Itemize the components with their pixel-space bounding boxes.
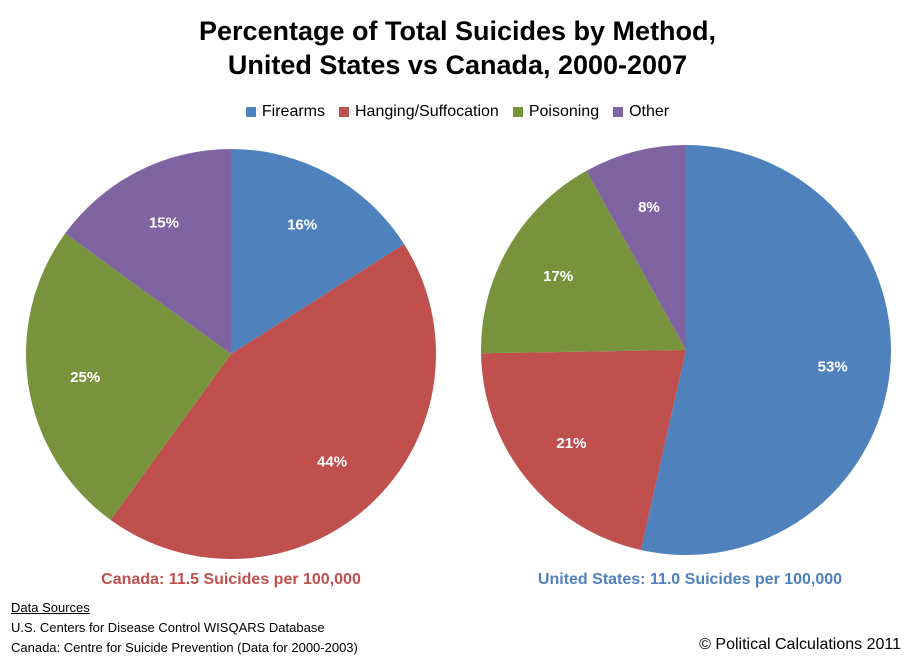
chart-title: Percentage of Total Suicides by Method, … [0,14,915,82]
united-states-label-hanging: 21% [556,435,586,452]
legend-swatch [339,107,349,117]
canada-label-poisoning: 25% [70,369,100,386]
canada-slice-other [65,149,231,354]
united-states-slice-firearms [640,145,891,555]
legend-item-firearms: Firearms [245,103,325,121]
source-line: U.S. Centers for Disease Control WISQARS… [11,620,325,635]
legend-item-poisoning: Poisoning [512,103,600,121]
canada-slice-hanging [110,244,437,560]
legend-swatch [245,107,256,117]
legend: Firearms Hanging/Suffocation Poisoning O… [0,103,915,121]
canada-slice-firearms [231,149,405,354]
united-states-label-firearms: 53% [818,358,848,375]
united-states-slice-hanging [481,350,686,550]
canada-label-other: 15% [149,214,179,231]
legend-swatch [613,107,624,117]
united-states-slice-other [586,145,686,350]
canada-slice-poisoning [25,233,231,520]
sources-heading: Data Sources [11,600,90,615]
legend-label: Hanging/Suffocation [355,103,499,120]
legend-item-other: Other [613,103,669,121]
title-line-1: Percentage of Total Suicides by Method, [198,16,717,46]
united-states-label-other: 8% [638,199,660,216]
source-line: Canada: Centre for Suicide Prevention (D… [11,640,358,655]
legend-item-hanging: Hanging/Suffocation [339,103,499,121]
canada-label-firearms: 16% [287,217,317,234]
legend-label: Other [629,103,670,120]
copyright: © Political Calculations 2011 [699,636,901,653]
title-line-2: United States vs Canada, 2000-2007 [227,50,688,80]
legend-swatch [512,107,523,117]
us-caption: United States: 11.0 Suicides per 100,000 [537,571,843,588]
legend-label: Poisoning [528,103,600,120]
canada-caption: Canada: 11.5 Suicides per 100,000 [101,571,361,588]
legend-label: Firearms [261,103,325,120]
canada-label-hanging: 44% [317,454,347,471]
united-states-slice-poisoning [481,170,686,354]
united-states-label-poisoning: 17% [543,268,573,285]
